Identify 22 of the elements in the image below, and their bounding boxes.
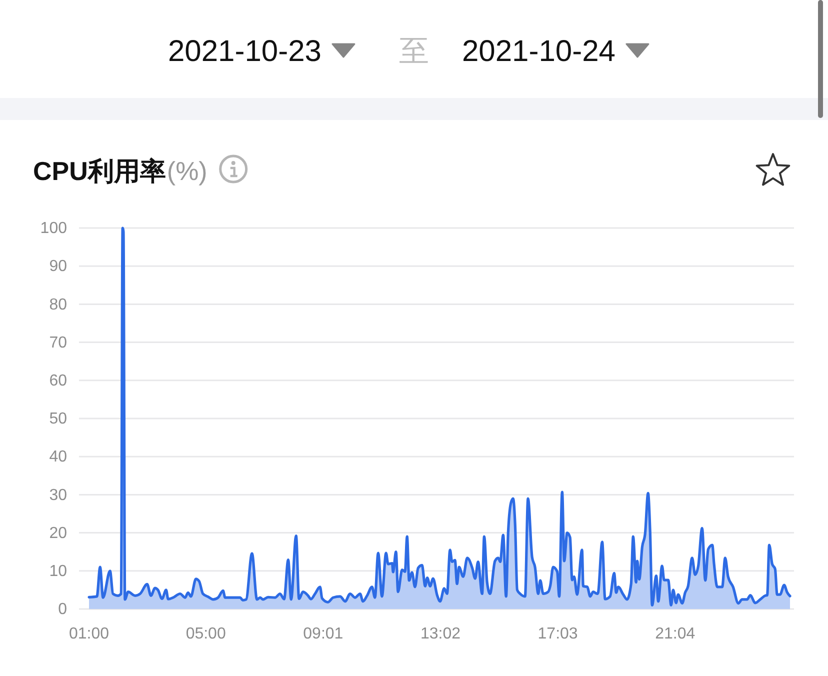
x-tick-label: 09:01 (303, 625, 344, 642)
x-tick-label: 13:02 (420, 625, 461, 642)
x-tick-label: 21:04 (655, 625, 696, 642)
y-tick-label: 40 (49, 448, 68, 466)
y-tick-label: 90 (49, 258, 68, 276)
x-tick-label: 05:00 (186, 625, 226, 642)
text: 2021-10-23 (168, 35, 322, 68)
y-tick-label: 10 (49, 563, 68, 580)
y-tick-label: 0 (58, 601, 68, 618)
y-axis-title: (%) (166, 156, 208, 186)
x-tick-label: 01:00 (68, 625, 110, 642)
text: 2021-10-24 (462, 35, 616, 68)
y-tick-label: 60 (49, 372, 68, 390)
y-tick-label: 20 (49, 524, 68, 542)
y-tick-label: 100 (40, 220, 68, 238)
y-tick-label: 50 (49, 410, 68, 428)
y-tick-label: 70 (49, 334, 68, 352)
chart-title: CPU利用率 (33, 156, 166, 186)
y-tick-label: 30 (49, 486, 68, 504)
text: 至 (399, 35, 429, 68)
y-tick-label: 80 (49, 296, 68, 314)
x-tick-label: 17:03 (538, 625, 578, 642)
